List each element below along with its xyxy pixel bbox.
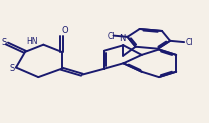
- Text: S: S: [1, 38, 6, 47]
- Text: S: S: [10, 64, 15, 73]
- Text: O: O: [61, 26, 68, 35]
- Text: Cl: Cl: [108, 32, 115, 41]
- Text: Cl: Cl: [185, 38, 193, 47]
- Text: HN: HN: [27, 37, 38, 46]
- Text: N: N: [119, 34, 126, 43]
